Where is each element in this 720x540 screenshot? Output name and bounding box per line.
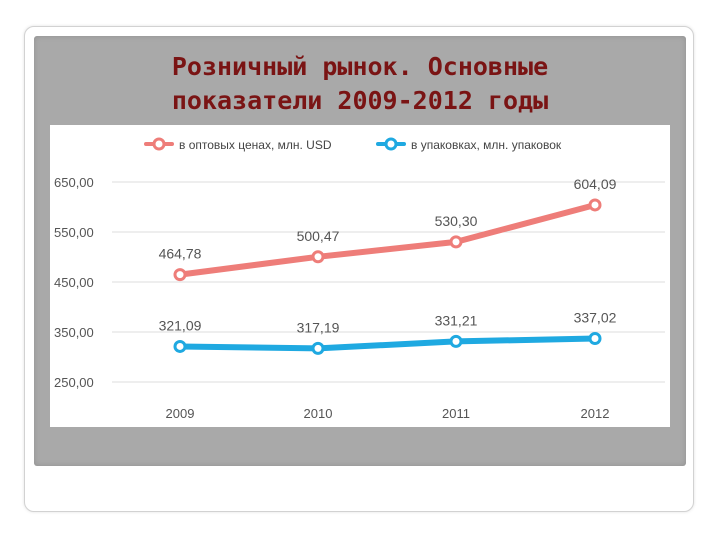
series-line xyxy=(179,335,596,352)
slide-title-line-2: показатели 2009-2012 годы xyxy=(171,86,549,115)
data-point xyxy=(173,339,187,353)
y-axis: 250,00 350,00 450,00 550,00 650,00 xyxy=(54,175,94,390)
y-tick-label: 650,00 xyxy=(54,175,94,190)
data-label: 530,30 xyxy=(435,213,478,229)
data-label: 321,09 xyxy=(159,317,202,333)
legend-marker xyxy=(152,137,166,151)
data-label: 317,19 xyxy=(297,319,340,335)
data-label: 500,47 xyxy=(297,228,340,244)
data-label: 331,21 xyxy=(435,312,478,328)
slide-title-line-1: Розничный рынок. Основные xyxy=(171,52,549,81)
x-axis: 2009 2010 2011 2012 xyxy=(166,406,610,421)
y-tick-label: 350,00 xyxy=(54,325,94,340)
x-tick-label: 2009 xyxy=(166,406,195,421)
legend-item: в оптовых ценах, млн. USD xyxy=(144,137,332,152)
series-1: 464,78 500,47 530,30 604,09 xyxy=(159,176,617,282)
x-tick-label: 2011 xyxy=(442,406,470,421)
series-2: 321,09 317,19 331,21 337,02 xyxy=(159,309,617,355)
data-label: 604,09 xyxy=(574,176,617,192)
legend-item: в упаковках, млн. упаковок xyxy=(376,137,562,152)
data-label: 464,78 xyxy=(159,246,202,262)
data-point xyxy=(449,235,463,249)
legend-label: в оптовых ценах, млн. USD xyxy=(179,138,332,152)
data-point xyxy=(449,334,463,348)
y-tick-label: 550,00 xyxy=(54,225,94,240)
data-point xyxy=(311,250,325,264)
y-tick-label: 450,00 xyxy=(54,275,94,290)
data-point xyxy=(311,341,325,355)
data-point xyxy=(588,198,602,212)
chart-series: 464,78 500,47 530,30 604,09 321,09 317,19 331,… xyxy=(159,176,617,355)
line-chart: в оптовых ценах, млн. USD в упаковках, мл… xyxy=(54,137,665,421)
legend-marker xyxy=(384,137,398,151)
legend-label: в упаковках, млн. упаковок xyxy=(411,138,562,152)
chart-legend: в оптовых ценах, млн. USD в упаковках, мл… xyxy=(144,137,562,152)
chart-container: в оптовых ценах, млн. USD в упаковках, мл… xyxy=(50,125,670,427)
x-tick-label: 2012 xyxy=(581,406,610,421)
series-line xyxy=(179,202,596,278)
data-point xyxy=(588,331,602,345)
chart-gridlines xyxy=(112,181,665,383)
data-point xyxy=(173,268,187,282)
y-tick-label: 250,00 xyxy=(54,375,94,390)
x-tick-label: 2010 xyxy=(304,406,333,421)
slide-title: Розничный рынок. Основные показатели 200… xyxy=(34,50,686,118)
data-label: 337,02 xyxy=(574,309,617,325)
